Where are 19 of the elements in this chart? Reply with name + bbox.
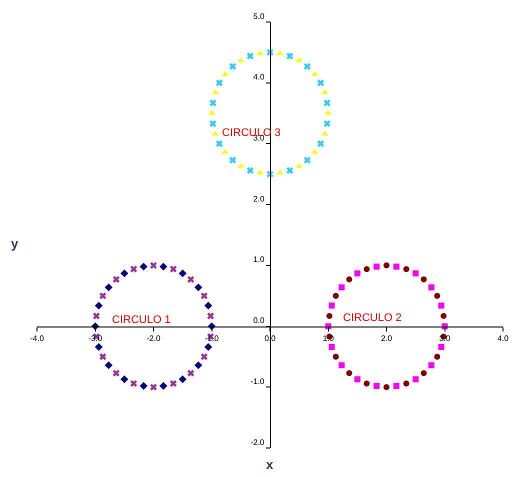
y-tick-label: -1.0 [250, 376, 265, 386]
y-tick-label: 5.0 [253, 12, 265, 21]
x-tick-label: 1.0 [322, 334, 334, 343]
x-tick-label: -1.0 [204, 334, 220, 343]
x-axis-title: x [266, 457, 274, 472]
y-tick-label: 4.0 [253, 72, 265, 82]
annotation: CIRCULO 2 [343, 312, 402, 324]
annotation: CIRCULO 1 [112, 314, 171, 326]
x-tick-label: 3.0 [439, 334, 451, 343]
y-tick-label: 2.0 [253, 194, 265, 204]
y-tick-label: 1.0 [253, 255, 265, 264]
x-tick-label: 4.0 [497, 334, 510, 343]
x-tick-label: -3.0 [88, 334, 103, 343]
x-tick-label: -4.0 [30, 334, 44, 343]
y-axis-title: y [11, 236, 19, 251]
y-tick-label: -2.0 [250, 438, 265, 447]
x-tick-label: -2.0 [146, 334, 161, 343]
y-tick-label: 0.0 [253, 316, 265, 326]
x-tick-label: 2.0 [380, 334, 393, 343]
